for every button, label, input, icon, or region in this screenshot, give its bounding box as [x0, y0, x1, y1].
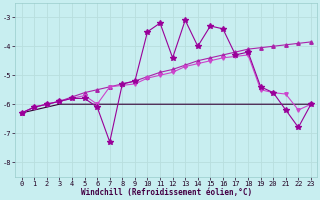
- X-axis label: Windchill (Refroidissement éolien,°C): Windchill (Refroidissement éolien,°C): [81, 188, 252, 197]
